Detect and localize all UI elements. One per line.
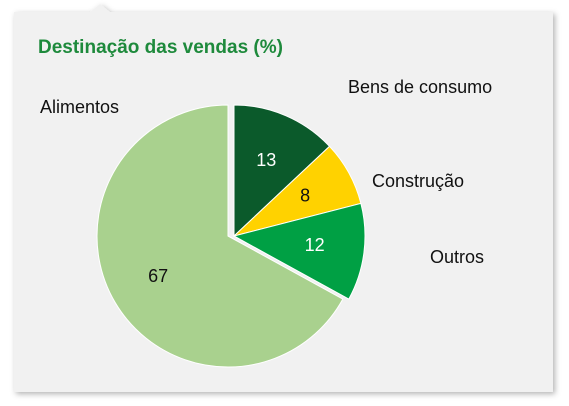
category-label: Bens de consumo bbox=[348, 77, 492, 97]
value-label: 12 bbox=[305, 235, 325, 255]
value-label: 8 bbox=[300, 186, 310, 206]
pie-slice bbox=[233, 104, 331, 238]
value-label: 13 bbox=[256, 150, 276, 170]
category-label: Alimentos bbox=[40, 97, 119, 117]
category-label: Construção bbox=[372, 171, 464, 191]
category-label: Outros bbox=[430, 247, 484, 267]
chart-title: Destinação das vendas (%) bbox=[38, 37, 283, 58]
value-label: 67 bbox=[148, 266, 168, 286]
pie-slice bbox=[96, 104, 344, 368]
pie-slice bbox=[232, 202, 366, 300]
